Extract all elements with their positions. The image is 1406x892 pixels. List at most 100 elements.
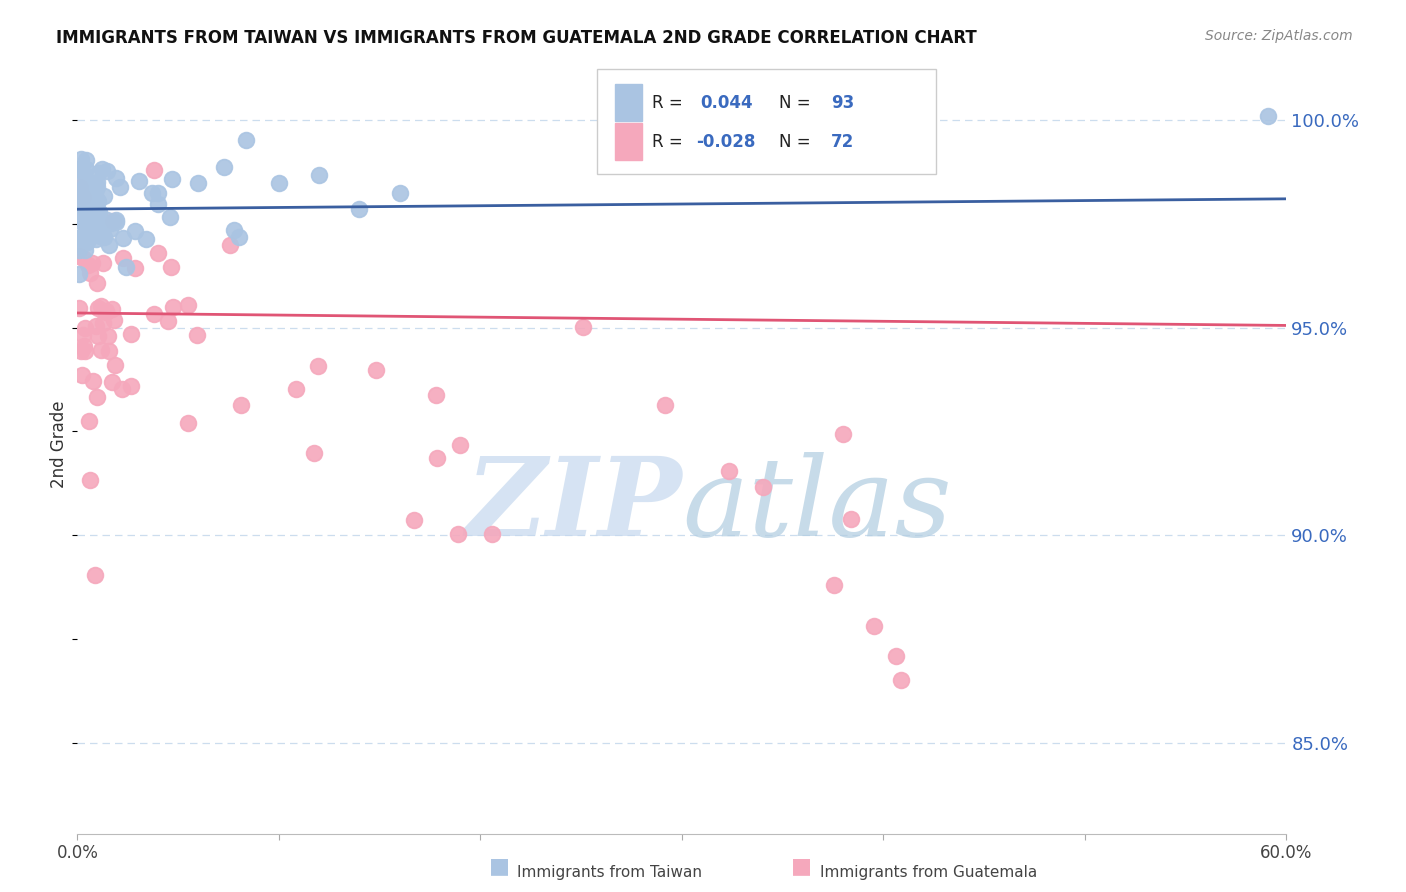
- Point: [104, 358, 127, 372]
- Point: [159, 210, 181, 224]
- Point: [110, 180, 132, 194]
- Point: [146, 196, 169, 211]
- Point: [76, 194, 98, 209]
- Point: [142, 162, 165, 177]
- Point: [83, 567, 105, 582]
- Point: [73, 188, 96, 202]
- Point: [75, 161, 97, 176]
- Point: [79, 217, 101, 231]
- Point: [72, 327, 94, 342]
- Point: [832, 427, 855, 442]
- Point: [884, 648, 907, 663]
- Point: [70, 153, 93, 167]
- Point: [84, 231, 107, 245]
- Point: [87, 204, 110, 219]
- FancyBboxPatch shape: [598, 70, 936, 175]
- Point: [73, 188, 96, 202]
- Point: [69, 214, 91, 228]
- Point: [69, 205, 91, 219]
- Point: [100, 216, 122, 230]
- Point: [101, 214, 124, 228]
- Text: N =: N =: [779, 133, 815, 151]
- Point: [83, 227, 105, 241]
- Text: 93: 93: [831, 94, 853, 112]
- Point: [235, 132, 257, 146]
- Text: R =: R =: [652, 94, 688, 112]
- Point: [839, 512, 862, 526]
- Point: [67, 267, 90, 281]
- Point: [67, 185, 90, 199]
- Point: [97, 329, 120, 343]
- Point: [75, 178, 97, 193]
- Point: [76, 181, 98, 195]
- Point: [86, 206, 108, 220]
- Text: R =: R =: [652, 133, 688, 151]
- Text: Source: ZipAtlas.com: Source: ZipAtlas.com: [1205, 29, 1353, 43]
- Point: [86, 175, 108, 189]
- Point: [267, 177, 290, 191]
- Text: Immigrants from Taiwan: Immigrants from Taiwan: [517, 865, 703, 880]
- Point: [425, 388, 447, 402]
- Point: [80, 207, 103, 221]
- Point: [73, 243, 96, 257]
- Point: [111, 383, 134, 397]
- Point: [84, 209, 107, 223]
- Point: [96, 163, 118, 178]
- Point: [73, 339, 96, 353]
- Point: [890, 673, 912, 688]
- Text: ZIP: ZIP: [465, 452, 682, 560]
- Point: [80, 255, 103, 269]
- Point: [75, 153, 97, 167]
- Point: [111, 251, 134, 265]
- Point: [481, 527, 503, 541]
- Point: [654, 398, 676, 412]
- Point: [404, 512, 426, 526]
- Point: [87, 301, 110, 315]
- Point: [87, 328, 110, 343]
- Point: [77, 205, 100, 219]
- Point: [89, 229, 111, 244]
- Point: [90, 343, 112, 357]
- Point: [72, 164, 94, 178]
- Point: [82, 374, 104, 388]
- Point: [70, 198, 93, 212]
- Point: [186, 328, 208, 343]
- Point: [84, 219, 107, 233]
- Point: [73, 199, 96, 213]
- Point: [76, 191, 98, 205]
- Point: [67, 186, 90, 200]
- Point: [114, 260, 136, 274]
- Point: [73, 225, 96, 239]
- Point: [862, 619, 884, 633]
- Point: [93, 230, 115, 244]
- Point: [72, 234, 94, 248]
- Point: [80, 208, 103, 222]
- Y-axis label: 2nd Grade: 2nd Grade: [49, 400, 67, 488]
- Point: [388, 186, 411, 201]
- Text: ■: ■: [489, 856, 509, 876]
- Point: [72, 190, 94, 204]
- Text: 72: 72: [831, 133, 853, 151]
- Point: [67, 243, 90, 257]
- Point: [84, 318, 107, 333]
- Point: [67, 301, 90, 315]
- Point: [72, 172, 94, 186]
- Point: [447, 527, 470, 541]
- Point: [77, 183, 100, 197]
- Point: [77, 414, 100, 428]
- Point: [231, 398, 253, 412]
- Point: [426, 450, 449, 465]
- Point: [70, 230, 93, 244]
- Point: [79, 266, 101, 280]
- Point: [90, 219, 112, 234]
- Point: [143, 307, 166, 321]
- Point: [67, 249, 90, 263]
- Point: [69, 179, 91, 194]
- Point: [94, 304, 117, 318]
- Point: [222, 223, 245, 237]
- Point: [79, 473, 101, 487]
- Point: [73, 343, 96, 358]
- Point: [135, 232, 157, 246]
- Text: atlas: atlas: [682, 452, 952, 560]
- Point: [572, 320, 595, 334]
